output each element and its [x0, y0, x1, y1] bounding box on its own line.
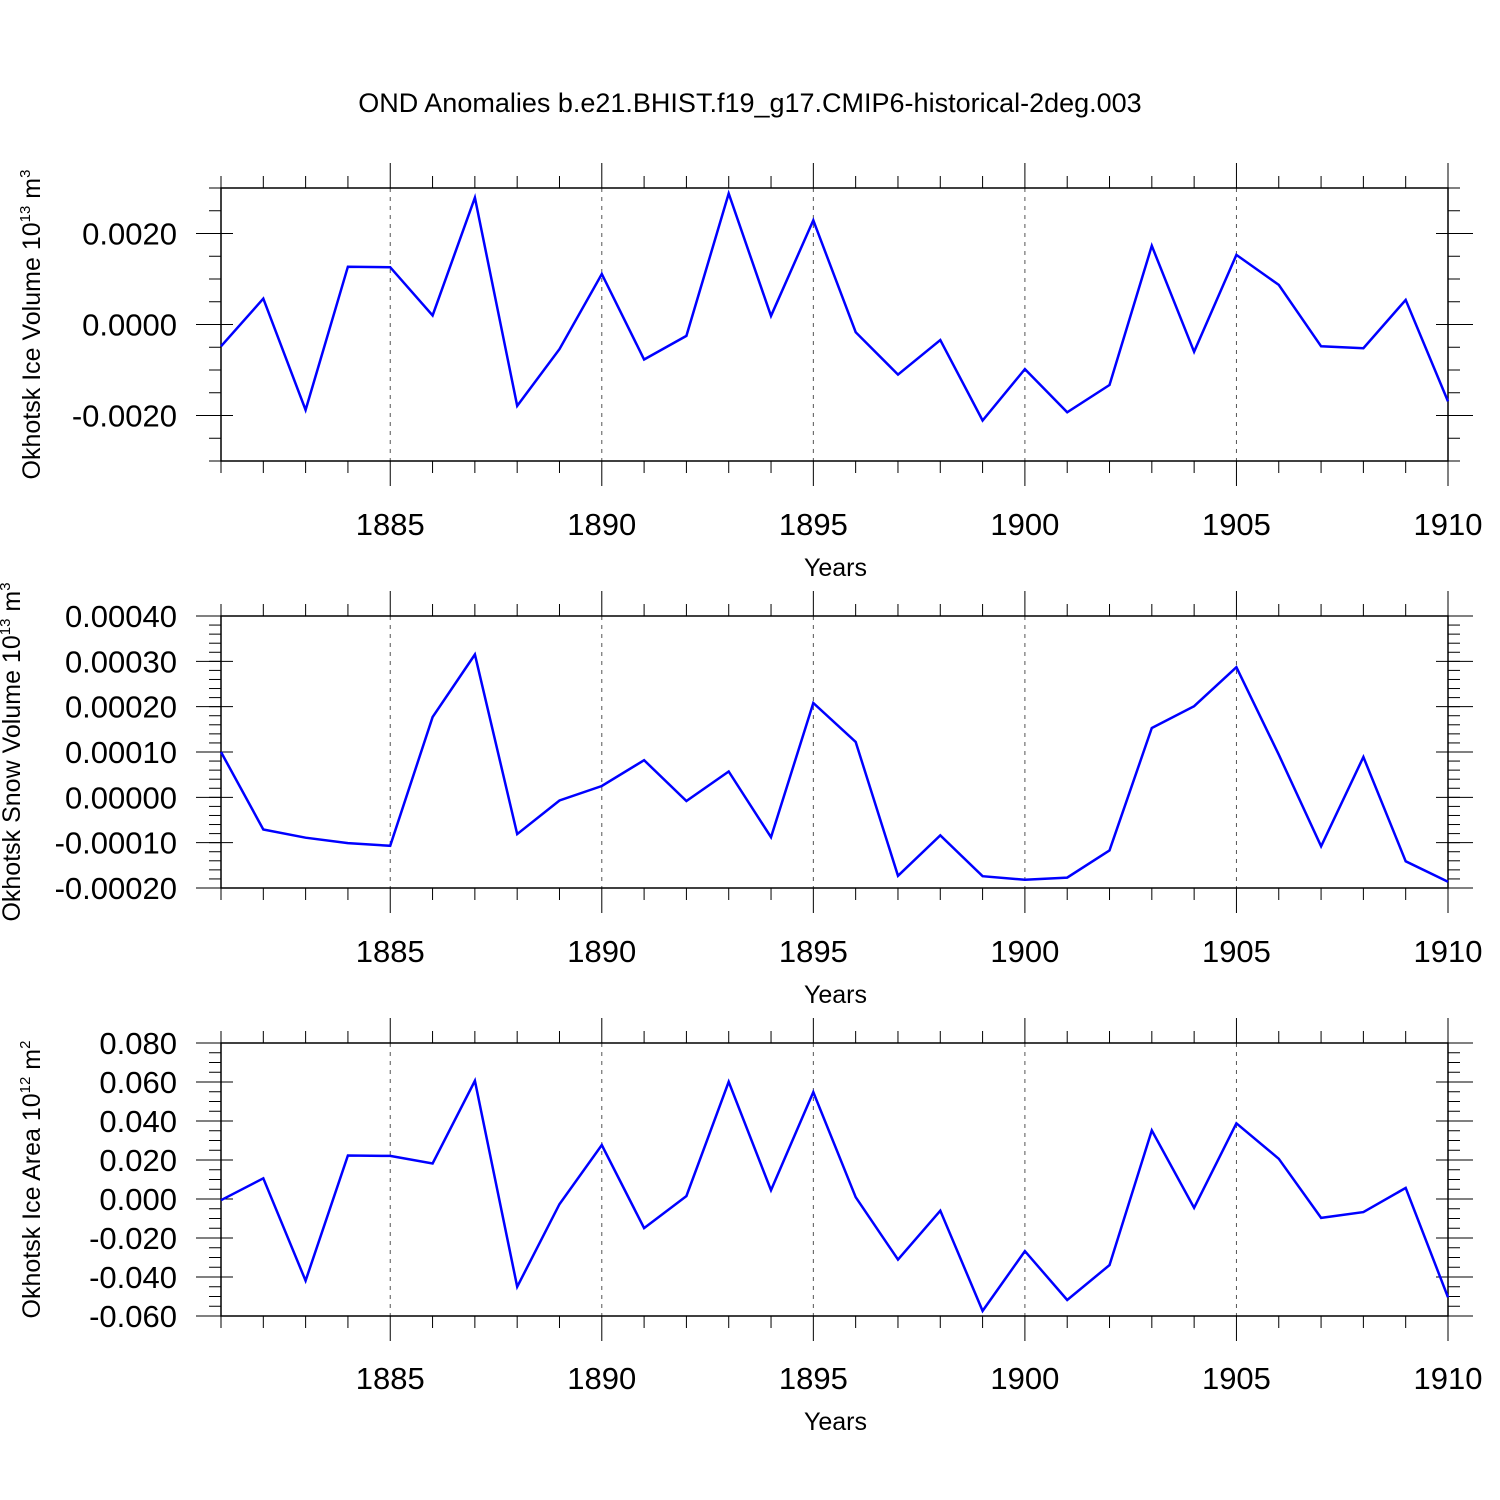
x-tick-label: 1905: [1202, 1361, 1271, 1396]
y-axis-label-unit: m: [0, 591, 26, 619]
x-tick-label: 1900: [990, 507, 1059, 542]
x-tick-label: 1885: [356, 1361, 425, 1396]
plot-frame: [220, 1042, 1449, 1317]
y-axis-label: Okhotsk Snow Volume 1013 m3: [0, 582, 26, 921]
x-tick-label: 1900: [990, 1361, 1059, 1396]
y-tick-label: 0.020: [99, 1143, 177, 1178]
y-axis-label-unit-exponent: 2: [17, 1041, 34, 1049]
y-axis-label-name: Okhotsk Snow Volume 10: [0, 635, 26, 921]
figure-title: OND Anomalies b.e21.BHIST.f19_g17.CMIP6-…: [358, 88, 1141, 118]
y-tick-label: -0.060: [89, 1299, 177, 1334]
series-line: [219, 651, 1449, 883]
plot-frame: [220, 187, 1449, 462]
y-tick-label: 0.000: [99, 1182, 177, 1217]
y-tick-label: 0.00040: [65, 599, 177, 634]
x-tick-label: 1890: [567, 1361, 636, 1396]
y-axis-label-unit: m: [18, 1049, 46, 1077]
y-tick-label: -0.00020: [55, 871, 177, 906]
x-tick-label: 1910: [1414, 507, 1483, 542]
x-axis-label: Years: [804, 554, 867, 582]
y-tick-label: 0.0000: [82, 308, 177, 343]
y-tick-label: 0.040: [99, 1104, 177, 1139]
y-axis-label: Okhotsk Ice Area 1012 m2: [17, 1041, 46, 1319]
y-tick-label: -0.040: [89, 1260, 177, 1295]
x-tick-label: 1905: [1202, 934, 1271, 969]
y-tick-label: 0.00000: [65, 780, 177, 815]
y-tick-label: -0.020: [89, 1221, 177, 1256]
y-axis-label-unit-exponent: 3: [0, 582, 14, 590]
y-axis-label: Okhotsk Ice Volume 1013 m3: [17, 170, 46, 480]
y-tick-label: 0.060: [99, 1065, 177, 1100]
x-tick-label: 1890: [567, 507, 636, 542]
panel-2: -0.00020 -0.00010 0.00000 0.00010 0.00020 0.0…: [0, 582, 1482, 1009]
x-tick-label: 1895: [779, 507, 848, 542]
x-tick-label: 1890: [567, 934, 636, 969]
y-axis-label-unit-exponent: 3: [17, 170, 34, 178]
y-axis-label-unit: m: [18, 178, 46, 206]
x-tick-label: 1905: [1202, 507, 1271, 542]
y-tick-label: 0.00010: [65, 735, 177, 770]
x-axis-label: Years: [804, 1408, 867, 1436]
y-tick-label: -0.00010: [55, 826, 177, 861]
panel-3: -0.060 -0.040 -0.020 0.000 0.020 0.040 0.060 0.…: [17, 1018, 1482, 1436]
y-axis-label-name: Okhotsk Ice Volume 10: [18, 222, 46, 479]
y-axis-label-name: Okhotsk Ice Area 10: [18, 1093, 46, 1318]
series-line: [220, 1077, 1450, 1314]
panels-container: -0.0020 0.0000 0.0020 1885 1890 1895 1900 1905 1…: [0, 163, 1482, 1436]
y-axis-label-exponent: 13: [0, 619, 14, 636]
y-tick-label: 0.00030: [65, 644, 177, 679]
x-tick-label: 1895: [779, 1361, 848, 1396]
x-tick-label: 1910: [1414, 1361, 1483, 1396]
y-axis-label-exponent: 12: [17, 1077, 34, 1094]
y-axis-label-exponent: 13: [17, 206, 34, 223]
x-tick-label: 1900: [990, 934, 1059, 969]
x-tick-label: 1885: [356, 934, 425, 969]
y-tick-label: -0.0020: [72, 399, 177, 434]
x-tick-label: 1895: [779, 934, 848, 969]
panel-1: -0.0020 0.0000 0.0020 1885 1890 1895 1900 1905 1…: [17, 163, 1482, 582]
x-tick-label: 1910: [1414, 934, 1483, 969]
series-line: [220, 189, 1450, 423]
y-tick-label: 0.080: [99, 1026, 177, 1061]
x-tick-label: 1885: [356, 507, 425, 542]
y-tick-label: 0.00020: [65, 690, 177, 725]
x-axis-label: Years: [804, 981, 867, 1009]
y-tick-label: 0.0020: [82, 217, 177, 252]
